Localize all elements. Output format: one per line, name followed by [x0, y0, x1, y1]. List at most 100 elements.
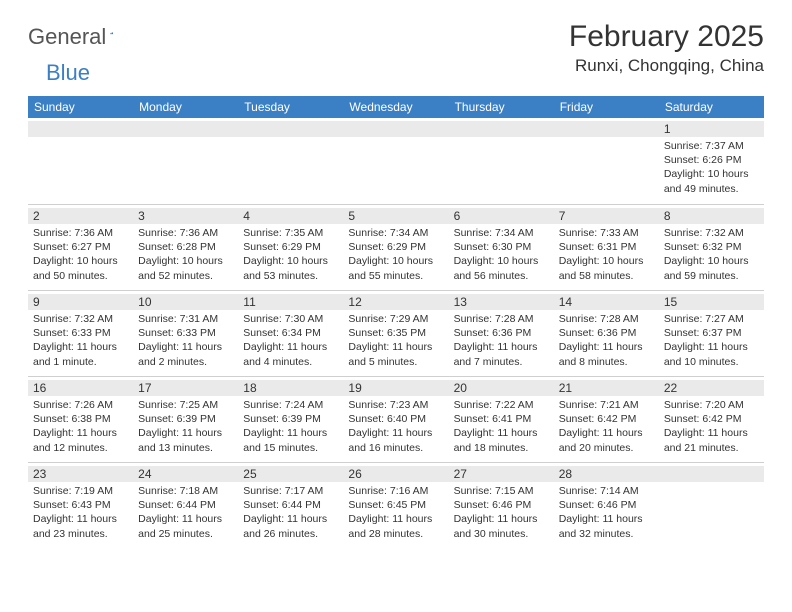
- daylight-text: Daylight: 11 hours and 7 minutes.: [454, 340, 549, 368]
- daylight-text: Daylight: 10 hours and 52 minutes.: [138, 254, 233, 282]
- calendar-cell: 22 Sunrise: 7:20 AMSunset: 6:42 PMDayligh…: [659, 376, 764, 462]
- sun-info: Sunrise: 7:32 AMSunset: 6:32 PMDaylight:…: [664, 226, 759, 283]
- day-number: 10: [133, 294, 238, 310]
- day-number: 11: [238, 294, 343, 310]
- sunrise-text: Sunrise: 7:30 AM: [243, 312, 338, 326]
- day-number: 6: [449, 208, 554, 224]
- brand-name-blue: Blue: [46, 60, 90, 85]
- calendar-cell-empty: [343, 118, 448, 204]
- day-number: 14: [554, 294, 659, 310]
- day-number: 16: [28, 380, 133, 396]
- calendar-cell: 25Sunrise: 7:17 AMSunset: 6:44 PMDayligh…: [238, 462, 343, 548]
- day-header: Wednesday: [343, 96, 448, 118]
- daylight-text: Daylight: 11 hours and 18 minutes.: [454, 426, 549, 454]
- calendar-cell: 8Sunrise: 7:32 AMSunset: 6:32 PMDaylight…: [659, 204, 764, 290]
- daylight-text: Daylight: 10 hours and 53 minutes.: [243, 254, 338, 282]
- sunset-text: Sunset: 6:29 PM: [348, 240, 443, 254]
- day-number: 4: [238, 208, 343, 224]
- day-number: 17: [133, 380, 238, 396]
- sunrise-text: Sunrise: 7:18 AM: [138, 484, 233, 498]
- calendar-cell: 17Sunrise: 7:25 AMSunset: 6:39 PMDayligh…: [133, 376, 238, 462]
- day-number: [133, 121, 238, 137]
- sun-info: Sunrise: 7:35 AMSunset: 6:29 PMDaylight:…: [243, 226, 338, 283]
- sunrise-text: Sunrise: 7:21 AM: [559, 398, 654, 412]
- day-number: 7: [554, 208, 659, 224]
- month-title: February 2025: [569, 20, 764, 54]
- sunrise-text: Sunrise: 7:17 AM: [243, 484, 338, 498]
- day-header: Tuesday: [238, 96, 343, 118]
- daylight-text: Daylight: 11 hours and 12 minutes.: [33, 426, 128, 454]
- daylight-text: Daylight: 11 hours and 16 minutes.: [348, 426, 443, 454]
- sunrise-text: Sunrise: 7:23 AM: [348, 398, 443, 412]
- brand-mark-icon: [110, 26, 113, 40]
- daylight-text: Daylight: 11 hours and 28 minutes.: [348, 512, 443, 540]
- daylight-text: Daylight: 10 hours and 58 minutes.: [559, 254, 654, 282]
- sun-info: Sunrise: 7:26 AMSunset: 6:38 PMDaylight:…: [33, 398, 128, 455]
- calendar-cell-empty: [28, 118, 133, 204]
- calendar-week: 9 Sunrise: 7:32 AMSunset: 6:33 PMDaylight…: [28, 290, 764, 376]
- sun-info: Sunrise: 7:37 AMSunset: 6:26 PMDaylight:…: [664, 139, 759, 196]
- sunset-text: Sunset: 6:27 PM: [33, 240, 128, 254]
- sunset-text: Sunset: 6:44 PM: [138, 498, 233, 512]
- sunset-text: Sunset: 6:43 PM: [33, 498, 128, 512]
- sunset-text: Sunset: 6:42 PM: [664, 412, 759, 426]
- sunset-text: Sunset: 6:37 PM: [664, 326, 759, 340]
- day-number: 23: [28, 466, 133, 482]
- calendar-cell: 1Sunrise: 7:37 AMSunset: 6:26 PMDaylight…: [659, 118, 764, 204]
- calendar-cell: 4 Sunrise: 7:35 AMSunset: 6:29 PMDaylight…: [238, 204, 343, 290]
- day-header: Friday: [554, 96, 659, 118]
- calendar-cell: 13Sunrise: 7:28 AMSunset: 6:36 PMDayligh…: [449, 290, 554, 376]
- sunrise-text: Sunrise: 7:28 AM: [454, 312, 549, 326]
- sunrise-text: Sunrise: 7:29 AM: [348, 312, 443, 326]
- calendar-cell: 27Sunrise: 7:15 AMSunset: 6:46 PMDayligh…: [449, 462, 554, 548]
- day-number: 22: [659, 380, 764, 396]
- calendar-week: 16 Sunrise: 7:26 AMSunset: 6:38 PMDayligh…: [28, 376, 764, 462]
- calendar-cell-empty: [659, 462, 764, 548]
- sunset-text: Sunset: 6:30 PM: [454, 240, 549, 254]
- sunrise-text: Sunrise: 7:15 AM: [454, 484, 549, 498]
- calendar-cell: 28 Sunrise: 7:14 AMSunset: 6:46 PMDayligh…: [554, 462, 659, 548]
- sunrise-text: Sunrise: 7:31 AM: [138, 312, 233, 326]
- location-label: Runxi, Chongqing, China: [569, 56, 764, 76]
- sun-info: Sunrise: 7:28 AMSunset: 6:36 PMDaylight:…: [454, 312, 549, 369]
- sunrise-text: Sunrise: 7:36 AM: [33, 226, 128, 240]
- day-number: 28: [554, 466, 659, 482]
- sun-info: Sunrise: 7:24 AMSunset: 6:39 PMDaylight:…: [243, 398, 338, 455]
- daylight-text: Daylight: 11 hours and 4 minutes.: [243, 340, 338, 368]
- day-number: [343, 121, 448, 137]
- calendar-week: 2Sunrise: 7:36 AMSunset: 6:27 PMDaylight…: [28, 204, 764, 290]
- day-number: 9: [28, 294, 133, 310]
- calendar-cell-empty: [238, 118, 343, 204]
- calendar-cell: 21Sunrise: 7:21 AMSunset: 6:42 PMDayligh…: [554, 376, 659, 462]
- sunset-text: Sunset: 6:32 PM: [664, 240, 759, 254]
- daylight-text: Daylight: 11 hours and 8 minutes.: [559, 340, 654, 368]
- daylight-text: Daylight: 11 hours and 23 minutes.: [33, 512, 128, 540]
- sunset-text: Sunset: 6:36 PM: [559, 326, 654, 340]
- sun-info: Sunrise: 7:27 AMSunset: 6:37 PMDaylight:…: [664, 312, 759, 369]
- sunrise-text: Sunrise: 7:37 AM: [664, 139, 759, 153]
- sun-info: Sunrise: 7:16 AMSunset: 6:45 PMDaylight:…: [348, 484, 443, 541]
- sun-info: Sunrise: 7:20 AMSunset: 6:42 PMDaylight:…: [664, 398, 759, 455]
- day-number: 26: [343, 466, 448, 482]
- calendar-cell: 14 Sunrise: 7:28 AMSunset: 6:36 PMDayligh…: [554, 290, 659, 376]
- sun-info: Sunrise: 7:34 AMSunset: 6:30 PMDaylight:…: [454, 226, 549, 283]
- daylight-text: Daylight: 11 hours and 20 minutes.: [559, 426, 654, 454]
- day-number: 25: [238, 466, 343, 482]
- calendar-week: 1Sunrise: 7:37 AMSunset: 6:26 PMDaylight…: [28, 118, 764, 204]
- daylight-text: Daylight: 11 hours and 5 minutes.: [348, 340, 443, 368]
- sun-info: Sunrise: 7:32 AMSunset: 6:33 PMDaylight:…: [33, 312, 128, 369]
- daylight-text: Daylight: 10 hours and 59 minutes.: [664, 254, 759, 282]
- day-number: 18: [238, 380, 343, 396]
- sunset-text: Sunset: 6:29 PM: [243, 240, 338, 254]
- sun-info: Sunrise: 7:14 AMSunset: 6:46 PMDaylight:…: [559, 484, 654, 541]
- day-number: [449, 121, 554, 137]
- sunrise-text: Sunrise: 7:28 AM: [559, 312, 654, 326]
- sunset-text: Sunset: 6:26 PM: [664, 153, 759, 167]
- sunset-text: Sunset: 6:42 PM: [559, 412, 654, 426]
- sunset-text: Sunset: 6:40 PM: [348, 412, 443, 426]
- calendar-cell: 26 Sunrise: 7:16 AMSunset: 6:45 PMDayligh…: [343, 462, 448, 548]
- calendar-cell: 7Sunrise: 7:33 AMSunset: 6:31 PMDaylight…: [554, 204, 659, 290]
- daylight-text: Daylight: 11 hours and 32 minutes.: [559, 512, 654, 540]
- calendar-cell: 2Sunrise: 7:36 AMSunset: 6:27 PMDaylight…: [28, 204, 133, 290]
- day-number: 19: [343, 380, 448, 396]
